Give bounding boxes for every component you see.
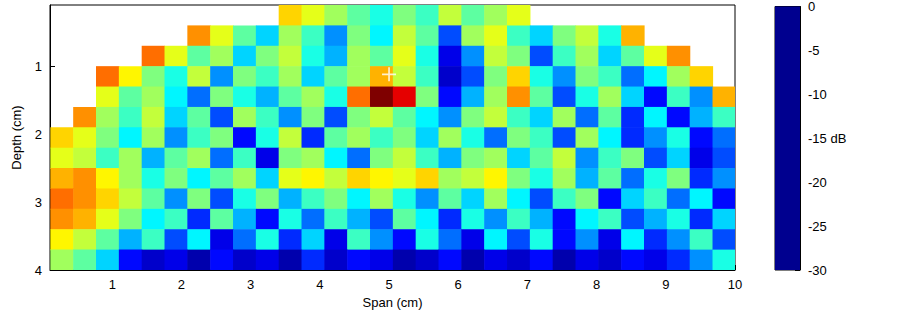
svg-text:-10: -10	[808, 87, 827, 102]
svg-text:0: 0	[808, 0, 815, 14]
svg-text:2: 2	[35, 127, 42, 142]
svg-text:-30: -30	[808, 263, 827, 278]
svg-text:-20: -20	[808, 175, 827, 190]
svg-text:4: 4	[316, 277, 323, 292]
svg-text:3: 3	[247, 277, 254, 292]
svg-text:-15 dB: -15 dB	[808, 131, 846, 146]
svg-text:1: 1	[109, 277, 116, 292]
svg-text:1: 1	[35, 59, 42, 74]
svg-text:5: 5	[385, 277, 392, 292]
svg-text:Depth (cm): Depth (cm)	[9, 105, 24, 169]
svg-text:Span (cm): Span (cm)	[363, 295, 423, 310]
svg-text:3: 3	[35, 195, 42, 210]
svg-text:4: 4	[35, 263, 42, 278]
svg-text:6: 6	[455, 277, 462, 292]
svg-text:7: 7	[524, 277, 531, 292]
svg-text:-25: -25	[808, 219, 827, 234]
svg-text:10: 10	[728, 277, 742, 292]
svg-text:9: 9	[662, 277, 669, 292]
svg-text:-5: -5	[808, 43, 820, 58]
svg-text:8: 8	[593, 277, 600, 292]
svg-text:2: 2	[178, 277, 185, 292]
